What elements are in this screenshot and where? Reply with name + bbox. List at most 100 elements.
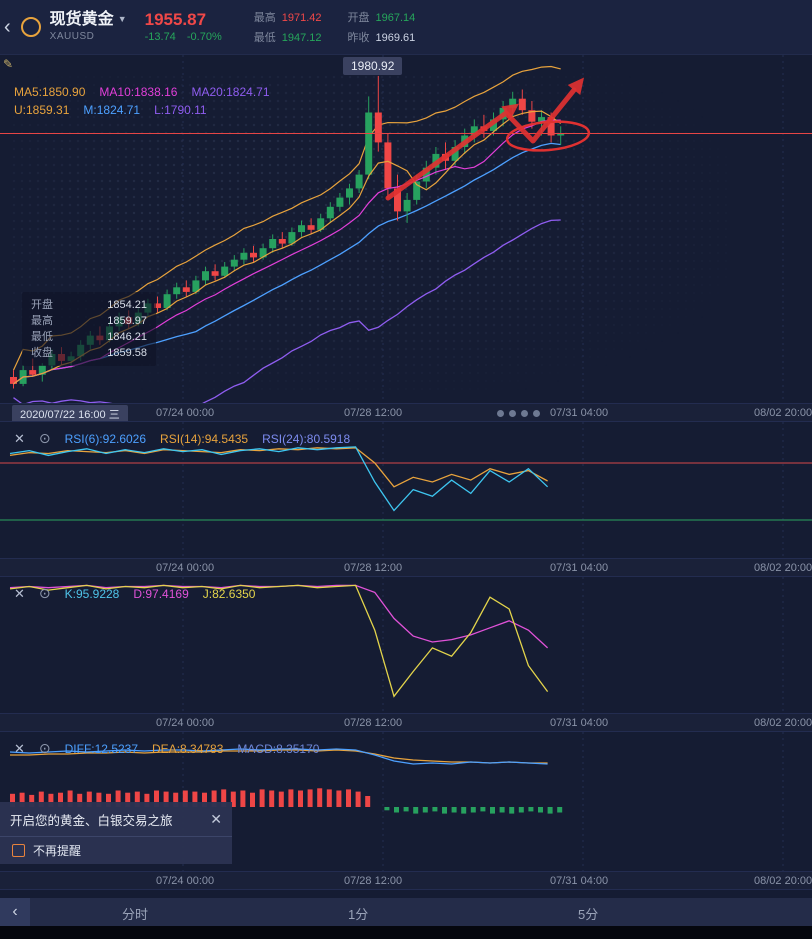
- period-tab-bar: ‹ 分时 1分 5分: [0, 898, 812, 926]
- time-tick: 07/24 00:00: [156, 562, 215, 574]
- rsi-svg: [0, 422, 812, 558]
- kdj-header: ✕ ⊙ K:95.9228 D:97.4169 J:82.6350: [14, 585, 255, 602]
- time-axis-3: 07/24 00:00 07/28 12:00 07/31 04:00 08/02 2…: [0, 713, 812, 732]
- ohlc-tooltip: 开盘 1854.21 最高 1859.97 最低 1846.21 收盘 1859.58: [22, 292, 156, 366]
- indicator-label: DIFF:12.5237: [64, 741, 139, 756]
- symbol-logo-icon[interactable]: [20, 17, 41, 37]
- rsi-labels: RSI(6):92.6026 RSI(14):94.5435 RSI(24):80.…: [65, 432, 351, 446]
- indicator-label: MA10:1838.16: [99, 85, 178, 99]
- tooltip-value: 1846.21: [107, 331, 147, 343]
- macd-panel[interactable]: ✕ ⊙ DIFF:12.5237 DEA:8.34783 MACD:8.35170: [0, 732, 812, 871]
- main-chart-panel[interactable]: 1980.92 MA5:1850.90 MA10:1838.16 MA20:1824…: [0, 55, 812, 403]
- macd-svg: [9, 732, 784, 871]
- rsi-close-icon[interactable]: ✕: [14, 430, 25, 446]
- dont-remind-label: 不再提醒: [33, 844, 82, 858]
- macd-labels: DIFF:12.5237 DEA:8.34783 MACD:8.35170: [65, 742, 320, 756]
- indicator-label: RSI(14):94.5435: [160, 431, 249, 446]
- price-change-pct: -0.70%: [186, 31, 222, 44]
- period-tab-3[interactable]: 5分: [578, 907, 599, 922]
- promo-close-icon[interactable]: ✕: [210, 810, 222, 827]
- indicator-label: M:1824.71: [83, 103, 141, 117]
- dot: [509, 410, 516, 417]
- last-price: 1955.87: [144, 9, 207, 29]
- indicator-label: MA20:1824.71: [191, 85, 270, 99]
- time-axis-4: 07/24 00:00 07/28 12:00 07/31 04:00 08/02 2…: [0, 871, 812, 890]
- time-tick: 08/02 20:00: [754, 407, 812, 419]
- tooltip-value: 1859.58: [107, 347, 147, 359]
- dot: [497, 410, 504, 417]
- stat-label: 昨收: [347, 32, 370, 44]
- header: ‹ 现货黄金 ▼ XAUUSD 1955.87 -13.74 -0.70% 最高 1…: [0, 0, 812, 55]
- high-price-label: 1980.92: [343, 57, 403, 75]
- dot: [521, 410, 528, 417]
- time-tick: 07/28 12:00: [344, 562, 403, 574]
- indicator-label: U:1859.31: [14, 103, 70, 117]
- time-tick: 08/02 20:00: [754, 875, 812, 887]
- tooltip-label: 开盘: [31, 299, 53, 311]
- tooltip-row: 开盘 1854.21: [31, 297, 147, 313]
- time-tick: 08/02 20:00: [754, 562, 812, 574]
- draw-tool-icon[interactable]: ✎: [3, 57, 14, 71]
- time-tick: 07/24 00:00: [156, 407, 215, 419]
- price-change: -13.74: [144, 31, 176, 44]
- kdj-visibility-icon[interactable]: ⊙: [38, 585, 51, 601]
- indicator-label: J:82.6350: [202, 586, 256, 601]
- header-stat: 最低 1947.12: [254, 29, 322, 45]
- tooltip-label: 最高: [31, 315, 53, 327]
- header-stat: 开盘 1967.14: [348, 9, 416, 25]
- time-tick: 07/31 04:00: [550, 717, 609, 729]
- price-block: 1955.87 -13.74 -0.70%: [145, 10, 230, 45]
- stat-value: 1947.12: [281, 32, 322, 44]
- indicator-label: K:95.9228: [64, 586, 120, 601]
- collapse-toolbar-button[interactable]: ‹: [0, 898, 30, 926]
- time-tick: 07/24 00:00: [156, 717, 215, 729]
- indicator-label: MACD:8.35170: [237, 741, 320, 756]
- tooltip-row: 收盘 1859.58: [31, 345, 147, 361]
- stat-value: 1967.14: [375, 12, 416, 24]
- time-axis-1: 2020/07/22 16:00 三 07/24 00:00 07/28 12:0…: [0, 403, 812, 422]
- period-tab-2[interactable]: 1分: [348, 907, 369, 922]
- indicator-label: RSI(24):80.5918: [262, 431, 351, 446]
- header-stat: 最高 1971.42: [254, 9, 322, 25]
- indicator-label: RSI(6):92.6026: [64, 431, 147, 446]
- period-tab-1[interactable]: 分时: [122, 907, 149, 922]
- rsi-header: ✕ ⊙ RSI(6):92.6026 RSI(14):94.5435 RSI(24)…: [14, 430, 350, 447]
- dot: [533, 410, 540, 417]
- tooltip-label: 最低: [31, 331, 53, 343]
- page-title: 现货黄金: [49, 11, 114, 29]
- indicator-label: MA5:1850.90: [14, 85, 86, 99]
- kdj-canvas[interactable]: [0, 577, 812, 713]
- stat-value: 1971.42: [281, 12, 322, 24]
- rsi-visibility-icon[interactable]: ⊙: [38, 430, 51, 446]
- caret-down-icon: ▼: [117, 14, 127, 25]
- crosshair-date-label: 2020/07/22 16:00 三: [12, 405, 128, 421]
- boll-labels: U:1859.31 M:1824.71 L:1790.11: [14, 103, 207, 117]
- kdj-close-icon[interactable]: ✕: [14, 585, 25, 601]
- time-tick: 08/02 20:00: [754, 717, 812, 729]
- tooltip-label: 收盘: [31, 347, 53, 359]
- kdj-labels: K:95.9228 D:97.4169 J:82.6350: [65, 587, 256, 601]
- stat-label: 开盘: [347, 12, 370, 24]
- indicator-label: L:1790.11: [154, 103, 207, 117]
- header-stat: 昨收 1969.61: [348, 29, 416, 45]
- promo-notice: 开启您的黄金、白银交易之旅 ✕ 不再提醒: [0, 802, 232, 864]
- time-tick: 07/28 12:00: [344, 407, 403, 419]
- kdj-svg: [9, 577, 784, 713]
- tooltip-row: 最低 1846.21: [31, 329, 147, 345]
- dont-remind-checkbox[interactable]: [12, 844, 25, 857]
- stat-value: 1969.61: [375, 32, 416, 44]
- time-axis-2: 07/24 00:00 07/28 12:00 07/31 04:00 08/02 2…: [0, 558, 812, 577]
- symbol-title-block[interactable]: 现货黄金 ▼ XAUUSD: [50, 11, 127, 43]
- time-tick: 07/28 12:00: [344, 875, 403, 887]
- dots-indicator: [497, 410, 540, 417]
- rsi-canvas[interactable]: [0, 422, 812, 558]
- back-icon[interactable]: ‹: [4, 16, 11, 38]
- indicator-label: D:97.4169: [133, 586, 189, 601]
- rsi-panel[interactable]: ✕ ⊙ RSI(6):92.6026 RSI(14):94.5435 RSI(24)…: [0, 422, 812, 558]
- macd-header: ✕ ⊙ DIFF:12.5237 DEA:8.34783 MACD:8.35170: [14, 740, 319, 757]
- macd-canvas[interactable]: [0, 732, 812, 871]
- kdj-panel[interactable]: ✕ ⊙ K:95.9228 D:97.4169 J:82.6350: [0, 577, 812, 713]
- macd-close-icon[interactable]: ✕: [14, 740, 25, 756]
- macd-visibility-icon[interactable]: ⊙: [38, 740, 51, 756]
